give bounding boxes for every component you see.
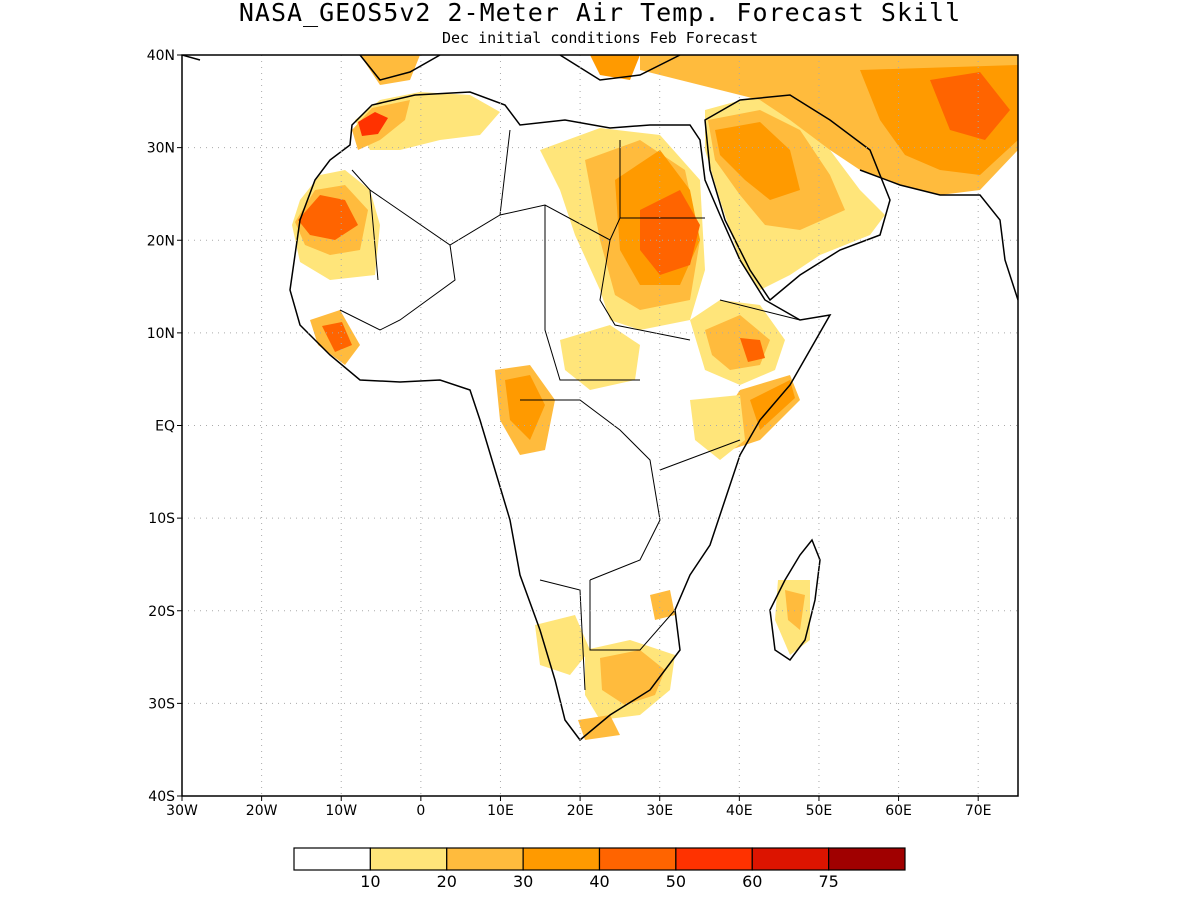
- lat-tick-label: 30S: [148, 696, 175, 712]
- legend-label: 20: [437, 872, 457, 891]
- legend-swatch: [369, 847, 448, 871]
- legend-label: 10: [360, 872, 380, 891]
- lon-tick-label: 70E: [965, 803, 992, 819]
- axis-ticks: [177, 54, 979, 801]
- lat-tick-label: 40S: [148, 789, 175, 805]
- skill-region-ethiopia-core: [740, 338, 765, 362]
- lat-tick-label: 20S: [148, 604, 175, 620]
- skill-region-kenya: [690, 395, 745, 460]
- legend-swatch: [293, 847, 371, 871]
- legend-label: 50: [666, 872, 686, 891]
- skill-shading: [292, 55, 1018, 740]
- map-title: NASA_GEOS5v2 2-Meter Air Temp. Forecast …: [238, 0, 962, 27]
- lat-tick-label: 10S: [148, 511, 175, 527]
- madagascar-coastline: [769, 538, 821, 662]
- legend-label: 60: [742, 872, 762, 891]
- legend-swatch: [751, 847, 830, 871]
- skill-region-morocco-core: [358, 112, 388, 136]
- skill-region-mozambique: [650, 590, 675, 620]
- lat-tick-label: 10N: [147, 326, 175, 342]
- legend-label: 30: [513, 872, 533, 891]
- asia-coastline: [859, 169, 1018, 301]
- lat-tick-label: 20N: [147, 233, 175, 249]
- legend-colorbar: 10 20 30 40 50 60 75: [293, 847, 906, 891]
- skill-region-gabon-core: [505, 375, 545, 440]
- lon-tick-label: 40E: [726, 803, 753, 819]
- lon-tick-label: 30W: [166, 803, 198, 819]
- lon-tick-label: 50E: [806, 803, 833, 819]
- skill-region-sudan-core: [640, 190, 700, 275]
- skill-region-greece: [590, 55, 640, 80]
- lon-tick-label: 10W: [325, 803, 357, 819]
- legend-label: 40: [589, 872, 609, 891]
- skill-region-ws-core: [298, 195, 358, 240]
- lat-tick-label: 40N: [147, 48, 175, 64]
- lon-tick-label: 30E: [646, 803, 673, 819]
- lat-tick-label: EQ: [155, 419, 175, 435]
- skill-region-iran-core: [930, 72, 1010, 140]
- map-subtitle: Dec initial conditions Feb Forecast: [441, 29, 759, 47]
- graticule: [182, 55, 1018, 796]
- legend-swatch: [598, 847, 677, 871]
- skill-region-liberia-core: [322, 322, 352, 352]
- arabia-coastline: [704, 94, 891, 302]
- skill-region-madagascar-core: [785, 590, 805, 630]
- country-borders: [339, 129, 801, 691]
- lat-tick-label: 30N: [147, 141, 175, 157]
- axis-labels: 30W 20W 10W 0 10E 20E 30E 40E 50E 60E 70E 40N 30N 20N…: [147, 48, 992, 819]
- skill-region-europe: [360, 55, 420, 85]
- lon-tick-label: 20W: [246, 803, 278, 819]
- legend-swatch: [446, 847, 524, 871]
- skill-region-arabia-high: [715, 122, 800, 200]
- lon-tick-label: 60E: [885, 803, 912, 819]
- lon-tick-label: 20E: [567, 803, 594, 819]
- legend-swatch: [828, 847, 906, 871]
- legend-swatch: [675, 847, 753, 871]
- lon-tick-label: 10E: [487, 803, 514, 819]
- legend-swatch: [522, 847, 601, 871]
- lon-tick-label: 0: [416, 803, 425, 819]
- legend-label: 75: [818, 872, 838, 891]
